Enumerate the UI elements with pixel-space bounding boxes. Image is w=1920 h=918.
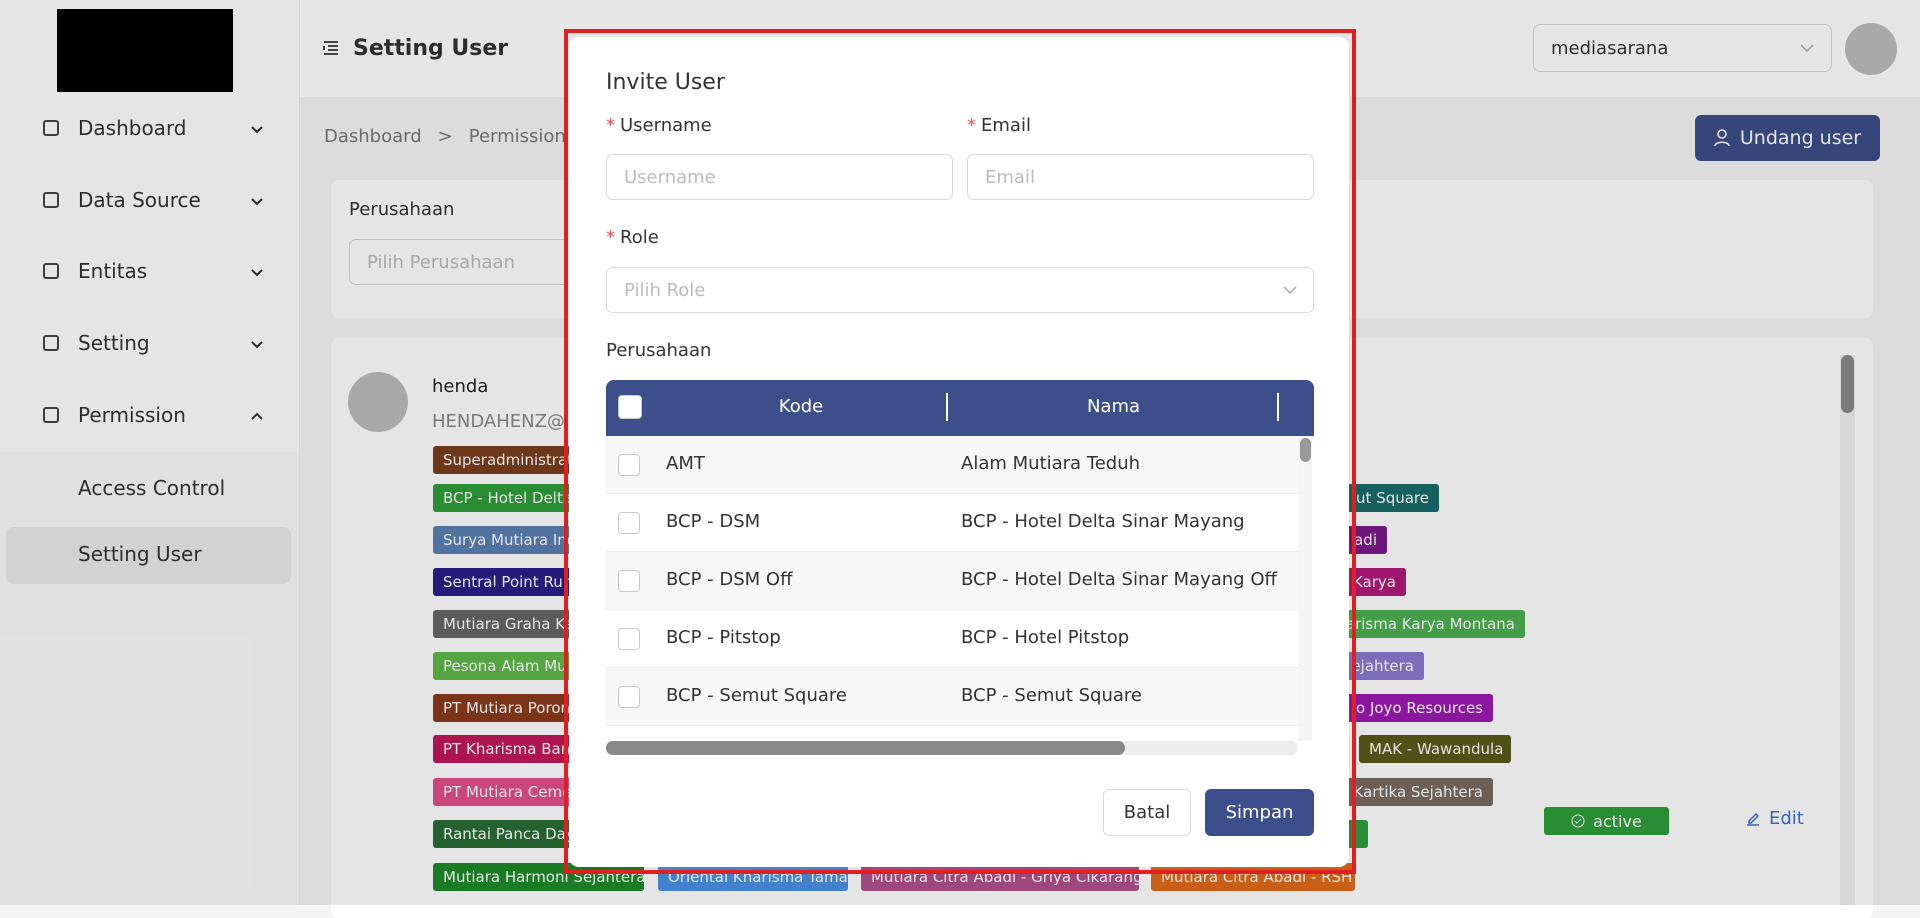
placeholder: Pilih Role xyxy=(624,279,706,301)
menu-icon xyxy=(43,192,59,208)
table-row[interactable] xyxy=(606,494,1298,552)
menu-item[interactable]: Permission xyxy=(78,403,186,427)
tag: arisma Karya Montana xyxy=(1330,610,1525,638)
user-name: henda xyxy=(432,376,489,397)
col-divider xyxy=(946,393,948,421)
menu-icon xyxy=(43,263,59,279)
invite-text: Undang user xyxy=(1739,127,1862,149)
scroll-track xyxy=(1840,355,1855,905)
company-value: mediasarana xyxy=(1551,37,1669,59)
breadcrumb: Dashboard>Permission> xyxy=(324,126,597,147)
cell-nama: BCP - Semut Square xyxy=(961,685,1142,706)
cell-nama: BCP - Hotel Delta Sinar Mayang Off xyxy=(961,569,1277,590)
tag: o Joyo Resources xyxy=(1330,694,1493,722)
table-vscroll-thumb[interactable] xyxy=(1300,438,1311,462)
active-item xyxy=(6,527,291,584)
cancel-text: Batal xyxy=(1123,802,1171,823)
chevron xyxy=(250,121,264,135)
cancel-button[interactable]: Batal xyxy=(1103,789,1191,836)
status-text: active xyxy=(1593,811,1642,831)
logo xyxy=(57,9,233,92)
cell-nama: BCP - Hotel Delta Sinar Mayang xyxy=(961,511,1245,532)
menu-icon xyxy=(43,335,59,351)
status-badge: active xyxy=(1544,807,1669,835)
submit-button[interactable]: Simpan xyxy=(1205,789,1314,836)
cell-kode: AMT xyxy=(666,453,705,474)
menu-item[interactable]: Entitas xyxy=(78,259,148,283)
menu-item[interactable]: Setting User xyxy=(78,542,202,566)
highlight-box xyxy=(564,29,1356,874)
placeholder: Username xyxy=(624,166,716,188)
chevron xyxy=(250,336,264,350)
role-select[interactable]: Pilih Role xyxy=(606,267,1314,313)
menu-icon xyxy=(43,120,59,136)
required-mark: * xyxy=(606,115,615,136)
user-email: HENDAHENZ@ xyxy=(432,411,565,432)
email-input[interactable]: Email xyxy=(967,154,1314,200)
username-input[interactable]: Username xyxy=(606,154,953,200)
row-checkbox[interactable] xyxy=(618,628,640,650)
menu-icon xyxy=(43,407,59,423)
field-label: Role xyxy=(620,227,659,248)
menu-item[interactable]: Access Control xyxy=(78,476,226,500)
invite-button[interactable]: Undang user xyxy=(1695,115,1880,161)
row-checkbox[interactable] xyxy=(618,454,640,476)
crumb-sep: > xyxy=(437,126,453,147)
table-hscroll-thumb[interactable] xyxy=(606,741,1125,755)
menu-item[interactable]: Dashboard xyxy=(78,116,187,140)
field-label: Username xyxy=(620,115,712,136)
chevron xyxy=(250,193,264,207)
placeholder: Email xyxy=(985,166,1035,188)
column-header[interactable]: Nama xyxy=(1086,396,1141,417)
scroll-thumb[interactable] xyxy=(1841,355,1854,413)
row-checkbox[interactable] xyxy=(618,570,640,592)
table-row[interactable] xyxy=(606,436,1298,494)
select-all-checkbox[interactable] xyxy=(618,395,642,419)
table-row[interactable] xyxy=(606,610,1298,668)
row-checkbox[interactable] xyxy=(618,512,640,534)
edit-icon xyxy=(1747,812,1760,826)
menu-item[interactable]: Setting xyxy=(78,331,150,355)
tag: Kartika Sejahtera xyxy=(1330,778,1493,806)
cell-kode: BCP - Semut Square xyxy=(666,685,847,706)
cell-nama: Alam Mutiara Teduh xyxy=(961,453,1141,474)
tag: MAK - Wawandula xyxy=(1359,735,1511,763)
cell-kode: BCP - Pitstop xyxy=(666,627,781,648)
field-label: Email xyxy=(981,115,1031,136)
table-vscroll xyxy=(1298,436,1312,741)
check-icon xyxy=(1571,814,1585,828)
edit-link[interactable]: Edit xyxy=(1745,808,1804,829)
cell-kode: BCP - DSM Off xyxy=(666,569,793,590)
user-avatar xyxy=(348,372,408,432)
caret xyxy=(1800,44,1814,53)
chevron xyxy=(250,264,264,278)
menu-item[interactable]: Data Source xyxy=(78,188,201,212)
table-row[interactable] xyxy=(606,668,1298,726)
cell-nama: BCP - Hotel Pitstop xyxy=(961,627,1130,648)
cell-kode: BCP - DSM xyxy=(666,511,761,532)
user-icon xyxy=(1714,129,1730,147)
edit-text: Edit xyxy=(1769,808,1804,829)
field-label: Perusahaan xyxy=(606,340,712,361)
required-mark: * xyxy=(606,227,615,248)
crumb[interactable]: Permission xyxy=(468,126,566,147)
company-select[interactable]: mediasarana xyxy=(1533,24,1832,72)
table-header xyxy=(606,380,1314,436)
placeholder: Pilih Perusahaan xyxy=(367,251,515,273)
chevron xyxy=(250,408,264,422)
avatar[interactable] xyxy=(1845,23,1897,75)
column-header[interactable]: Kode xyxy=(778,396,824,417)
modal-title: Invite User xyxy=(606,70,725,95)
crumb[interactable]: Dashboard xyxy=(324,126,422,147)
caret xyxy=(1283,286,1297,295)
page-title: Setting User xyxy=(353,36,509,61)
menu-icon[interactable] xyxy=(323,40,339,56)
submit-text: Simpan xyxy=(1225,802,1294,823)
col-divider xyxy=(1277,393,1279,421)
row-checkbox[interactable] xyxy=(618,686,640,708)
filter-label: Perusahaan xyxy=(349,199,455,220)
required-mark: * xyxy=(967,115,976,136)
table-row[interactable] xyxy=(606,552,1298,610)
